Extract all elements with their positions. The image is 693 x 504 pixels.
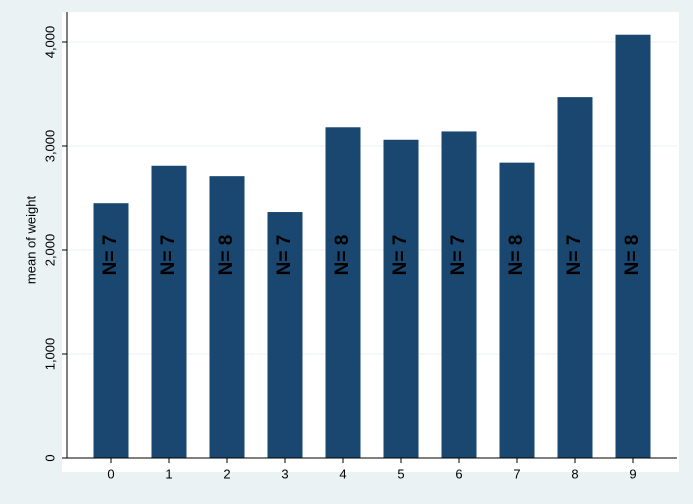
bar-label: N= 8 (332, 235, 353, 276)
bar (93, 203, 129, 458)
y-axis-title: mean of weight (23, 196, 38, 285)
x-tick-label: 5 (397, 466, 404, 481)
x-tick-label: 6 (455, 466, 462, 481)
bar (267, 212, 303, 458)
bar (557, 97, 593, 459)
x-tick-label: 9 (629, 466, 636, 481)
y-tick-label: 0 (42, 454, 57, 461)
bar-label: N= 8 (216, 235, 237, 276)
bar-label: N= 8 (622, 235, 643, 276)
y-tick-label: 1,000 (42, 338, 57, 371)
x-tick-label: 3 (281, 466, 288, 481)
bar (499, 162, 535, 458)
bar (615, 34, 651, 458)
bar-label: N= 7 (100, 235, 121, 276)
bar-label: N= 8 (506, 235, 527, 276)
bar-label: N= 7 (274, 235, 295, 276)
x-tick-label: 0 (107, 466, 114, 481)
bar (325, 127, 361, 458)
bar-label: N= 7 (390, 235, 411, 276)
y-tick-label: 4,000 (42, 26, 57, 59)
x-tick-label: 1 (165, 466, 172, 481)
x-tick-label: 4 (339, 466, 346, 481)
bar (383, 139, 419, 458)
bar-label: N= 7 (564, 235, 585, 276)
y-tick-label: 2,000 (42, 234, 57, 267)
bar-label: N= 7 (448, 235, 469, 276)
bar (441, 131, 477, 458)
bar (209, 176, 245, 458)
x-tick-label: 8 (571, 466, 578, 481)
bar-label: N= 7 (158, 235, 179, 276)
x-tick-label: 2 (223, 466, 230, 481)
y-tick-label: 3,000 (42, 130, 57, 163)
x-tick-label: 7 (513, 466, 520, 481)
bar (151, 165, 187, 458)
